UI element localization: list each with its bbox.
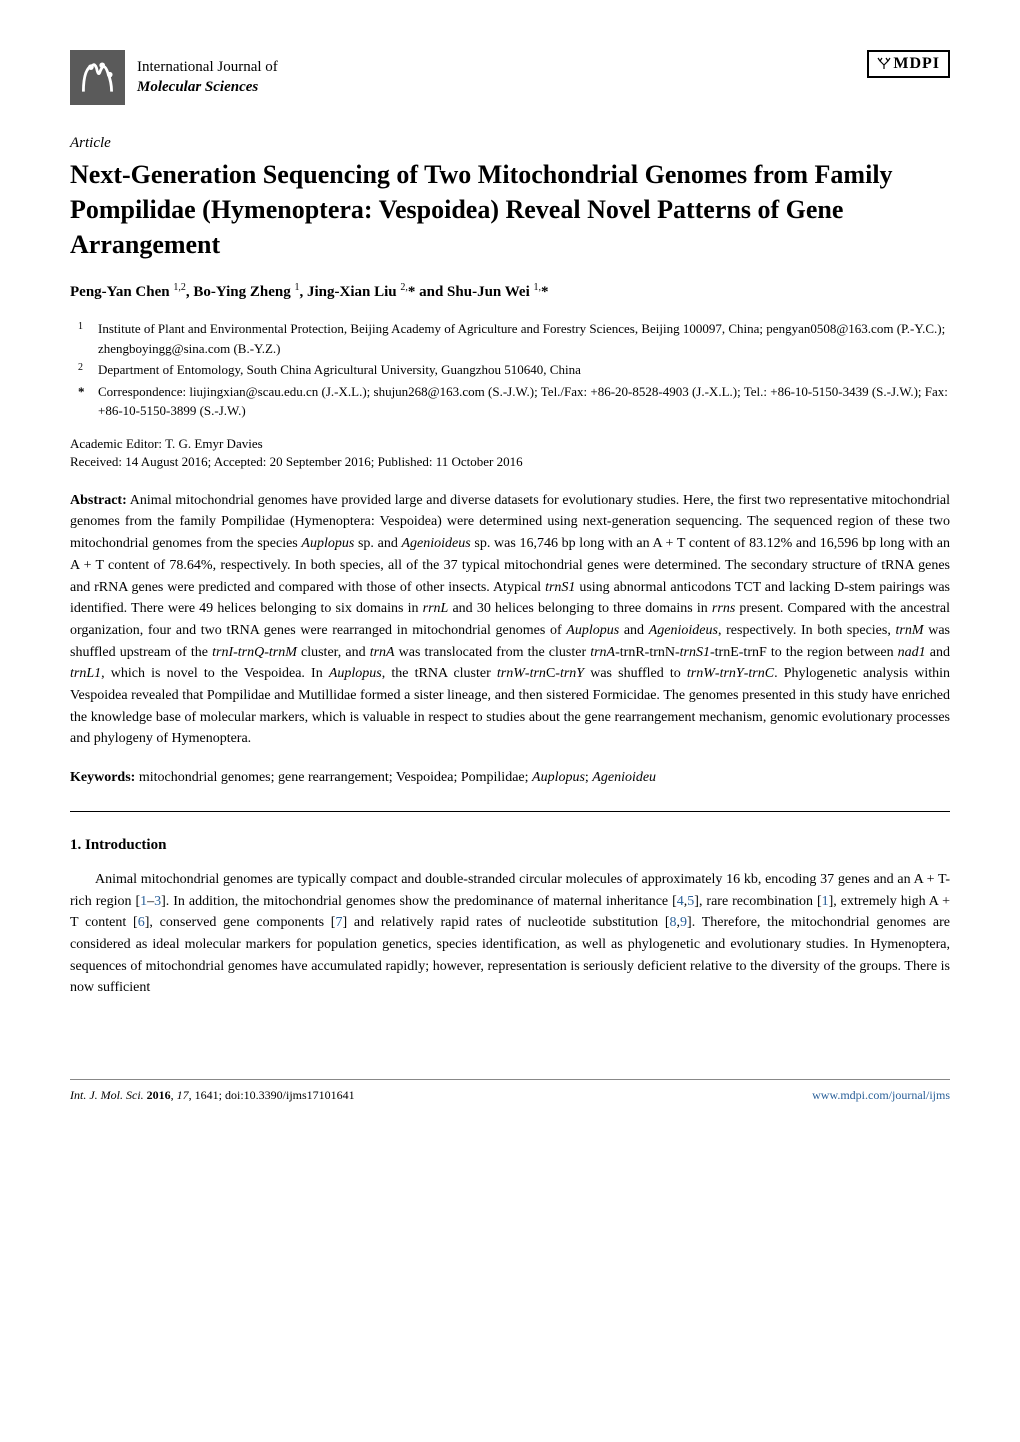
intro-paragraph: Animal mitochondrial genomes are typical… bbox=[70, 869, 950, 999]
keywords-label: Keywords: bbox=[70, 770, 135, 785]
correspondence-text: Correspondence: liujingxian@scau.edu.cn … bbox=[98, 384, 948, 419]
footer-year-doi: 2016, 17, 1641; doi:10.3390/ijms17101641 bbox=[147, 1088, 355, 1102]
page-header: International Journal of Molecular Scien… bbox=[70, 50, 950, 105]
affiliations-block: 1 Institute of Plant and Environmental P… bbox=[70, 319, 950, 421]
affiliation-number: 2 bbox=[78, 360, 83, 375]
authors-list: Peng-Yan Chen 1,2, Bo-Ying Zheng 1, Jing… bbox=[70, 282, 950, 301]
mdpi-tree-icon bbox=[877, 57, 891, 71]
journal-logo-icon bbox=[70, 50, 125, 105]
footer-journal: Int. J. Mol. Sci. bbox=[70, 1088, 144, 1102]
affiliation-1: 1 Institute of Plant and Environmental P… bbox=[98, 319, 950, 358]
article-type: Article bbox=[70, 135, 950, 152]
correspondence-star: * bbox=[78, 382, 85, 402]
abstract-text: Animal mitochondrial genomes have provid… bbox=[70, 493, 950, 747]
journal-url-link[interactable]: www.mdpi.com/journal/ijms bbox=[812, 1088, 950, 1102]
publication-dates: Received: 14 August 2016; Accepted: 20 S… bbox=[70, 454, 950, 470]
journal-name-line1: International Journal of bbox=[137, 58, 278, 78]
section-1-heading: 1. Introduction bbox=[70, 837, 950, 854]
affiliation-text: Department of Entomology, South China Ag… bbox=[98, 362, 581, 377]
affiliation-text: Institute of Plant and Environmental Pro… bbox=[98, 321, 945, 356]
journal-name: International Journal of Molecular Scien… bbox=[137, 58, 278, 97]
article-title: Next-Generation Sequencing of Two Mitoch… bbox=[70, 157, 950, 262]
keywords-text: mitochondrial genomes; gene rearrangemen… bbox=[139, 770, 656, 785]
publisher-name: MDPI bbox=[893, 55, 940, 73]
journal-logo-block: International Journal of Molecular Scien… bbox=[70, 50, 278, 105]
affiliation-number: 1 bbox=[78, 319, 83, 334]
academic-editor: Academic Editor: T. G. Emyr Davies bbox=[70, 436, 950, 452]
keywords-block: Keywords: mitochondrial genomes; gene re… bbox=[70, 770, 950, 786]
section-divider bbox=[70, 811, 950, 812]
abstract-block: Abstract: Animal mitochondrial genomes h… bbox=[70, 490, 950, 750]
page-footer: Int. J. Mol. Sci. 2016, 17, 1641; doi:10… bbox=[70, 1079, 950, 1103]
correspondence: * Correspondence: liujingxian@scau.edu.c… bbox=[98, 382, 950, 421]
abstract-label: Abstract: bbox=[70, 493, 127, 508]
publisher-logo: MDPI bbox=[867, 50, 950, 78]
footer-citation: Int. J. Mol. Sci. 2016, 17, 1641; doi:10… bbox=[70, 1088, 355, 1103]
footer-url: www.mdpi.com/journal/ijms bbox=[812, 1088, 950, 1103]
journal-name-line2: Molecular Sciences bbox=[137, 78, 278, 98]
affiliation-2: 2 Department of Entomology, South China … bbox=[98, 360, 950, 380]
